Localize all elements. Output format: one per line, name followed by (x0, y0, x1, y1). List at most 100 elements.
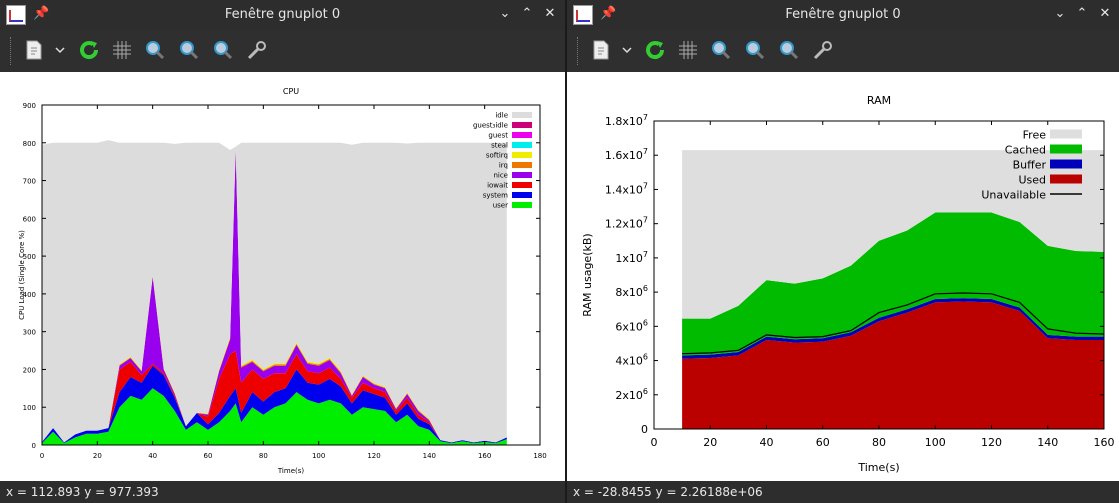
ram-chart: RAM Time(s) RAM usage(kB) 0 20 40 60 80 100 120 14… (581, 94, 1115, 474)
area-series-system (42, 365, 507, 444)
window-title: Fenêtre gnuplot 0 (785, 7, 901, 22)
window-title: Fenêtre gnuplot 0 (224, 7, 341, 22)
title-bar[interactable]: 📌 Fenêtre gnuplot 0 ⌄ ⌃ ✕ (0, 0, 565, 30)
gnuplot-app-icon[interactable] (6, 5, 26, 25)
export-icon[interactable] (22, 38, 46, 62)
legend-swatch-idle (512, 112, 532, 118)
chevron-up-icon[interactable]: ⌃ (521, 6, 533, 21)
legend-label-used: Used (1018, 174, 1046, 187)
unzoom-icon[interactable] (777, 38, 801, 62)
y-tick-label: 4x106 (615, 353, 648, 368)
settings-wrench-icon[interactable] (811, 38, 835, 62)
legend-swatch-used (1050, 174, 1082, 184)
unzoom-icon[interactable] (211, 38, 235, 62)
legend-swatch-user (512, 202, 532, 208)
x-tick-label: 20 (703, 436, 717, 449)
legend-swatch-cached (1050, 144, 1082, 154)
y-tick-label: 8x106 (615, 284, 648, 299)
y-tick-label: 1.2x107 (605, 216, 648, 231)
legend-swatch-steal (512, 142, 532, 148)
y-tick-label: 400 (23, 291, 36, 299)
y-tick-label: 1x107 (615, 250, 648, 265)
legend-label-softirq: softirq (486, 152, 508, 160)
chevron-down-icon[interactable]: ⌄ (1054, 6, 1066, 21)
y-tick-label: 300 (23, 329, 36, 337)
replot-icon[interactable] (643, 38, 667, 62)
x-tick-label: 160 (478, 452, 491, 460)
close-icon[interactable]: ✕ (544, 6, 556, 21)
toolbar-grip[interactable] (577, 37, 580, 65)
legend-label-steal: steal (491, 142, 508, 150)
settings-wrench-icon[interactable] (245, 38, 269, 62)
close-icon[interactable]: ✕ (1099, 6, 1111, 21)
status-bar: x = 112.893 y = 977.393 (0, 481, 565, 503)
export-icon[interactable] (589, 38, 613, 62)
toolbar (0, 30, 565, 72)
x-axis-label: Time(s) (857, 461, 899, 474)
x-tick-label: 20 (93, 452, 102, 460)
gnuplot-window-left: 📌 Fenêtre gnuplot 0 ⌄ ⌃ ✕ CPU Time(s) CPU … (0, 0, 565, 503)
legend-swatch-guest (512, 132, 532, 138)
dropdown-arrow-icon[interactable] (48, 38, 65, 62)
ram-plot-area[interactable]: RAM Time(s) RAM usage(kB) 0 20 40 60 80 100 120 14… (567, 72, 1119, 481)
zoom-prev-icon[interactable] (143, 38, 167, 62)
y-tick-label: 2x106 (615, 387, 648, 402)
pin-icon[interactable]: 📌 (33, 6, 50, 21)
legend-label-unavailable: Unavailable (981, 189, 1046, 202)
window-divider (565, 0, 567, 503)
legend-label-cached: Cached (1005, 144, 1046, 157)
plot-border (41, 104, 541, 446)
legend-label-irq: irq (499, 162, 508, 170)
legend-swatch-system (512, 192, 532, 198)
zoom-next-icon[interactable] (177, 38, 201, 62)
cursor-coordinates: x = -28.8455 y = 2.26188e+06 (573, 485, 763, 499)
area-series-user (42, 388, 507, 445)
x-tick-label: 40 (148, 452, 157, 460)
x-tick-label: 120 (367, 452, 380, 460)
y-tick-label: 700 (23, 178, 36, 186)
legend-swatch-free (1050, 129, 1082, 139)
chart-title: RAM (867, 94, 891, 107)
chevron-up-icon[interactable]: ⌃ (1076, 6, 1088, 21)
replot-icon[interactable] (77, 38, 101, 62)
x-tick-label: 140 (423, 452, 436, 460)
legend-label-system: system (483, 192, 508, 200)
grid-icon[interactable] (110, 38, 134, 62)
y-axis-label: RAM usage(kB) (581, 233, 594, 316)
y-tick-label: 0 (32, 442, 36, 450)
x-tick-label: 0 (40, 452, 44, 460)
dropdown-arrow-icon[interactable] (615, 38, 632, 62)
x-tick-label: 60 (204, 452, 213, 460)
toolbar (567, 30, 1119, 72)
legend-swatch-softirq (512, 152, 532, 158)
cursor-coordinates: x = 112.893 y = 977.393 (6, 485, 159, 499)
area-series-Cached (682, 212, 1104, 356)
y-tick-label: 1.4x107 (605, 181, 648, 196)
x-tick-label: 140 (1037, 436, 1058, 449)
pin-icon[interactable]: 📌 (600, 6, 617, 21)
status-bar: x = -28.8455 y = 2.26188e+06 (567, 481, 1119, 503)
gnuplot-window-right: 📌 Fenêtre gnuplot 0 ⌄ ⌃ ✕ RAM Time(s) RAM … (567, 0, 1119, 503)
y-tick-label: 100 (23, 404, 36, 412)
zoom-prev-icon[interactable] (709, 38, 733, 62)
gnuplot-app-icon[interactable] (573, 5, 593, 25)
grid-icon[interactable] (676, 38, 700, 62)
legend-swatch-nice (512, 172, 532, 178)
legend-label-buffer: Buffer (1013, 159, 1047, 172)
toolbar-grip[interactable] (10, 37, 13, 65)
legend-label-nice: nice (493, 172, 508, 180)
title-bar[interactable]: 📌 Fenêtre gnuplot 0 ⌄ ⌃ ✕ (567, 0, 1119, 30)
legend-label-guest: guest (488, 132, 508, 140)
cpu-chart: CPU Time(s) CPU Load (Single Core %) 0 20 40 6… (18, 87, 547, 475)
y-axis-label: CPU Load (Single Core %) (18, 230, 26, 320)
chevron-down-icon[interactable]: ⌄ (499, 6, 511, 21)
cpu-plot-area[interactable]: CPU Time(s) CPU Load (Single Core %) 0 20 40 6… (0, 72, 565, 481)
line-series-unavailable (682, 292, 1105, 355)
y-tick-label: 200 (23, 366, 36, 374)
zoom-next-icon[interactable] (743, 38, 767, 62)
y-tick-label: 0 (641, 423, 648, 436)
legend-label-idle: idle (495, 112, 508, 120)
legend-swatch-buffer (1050, 159, 1082, 169)
x-axis-label: Time(s) (277, 467, 305, 475)
legend-swatch-guest-idle (512, 122, 532, 128)
